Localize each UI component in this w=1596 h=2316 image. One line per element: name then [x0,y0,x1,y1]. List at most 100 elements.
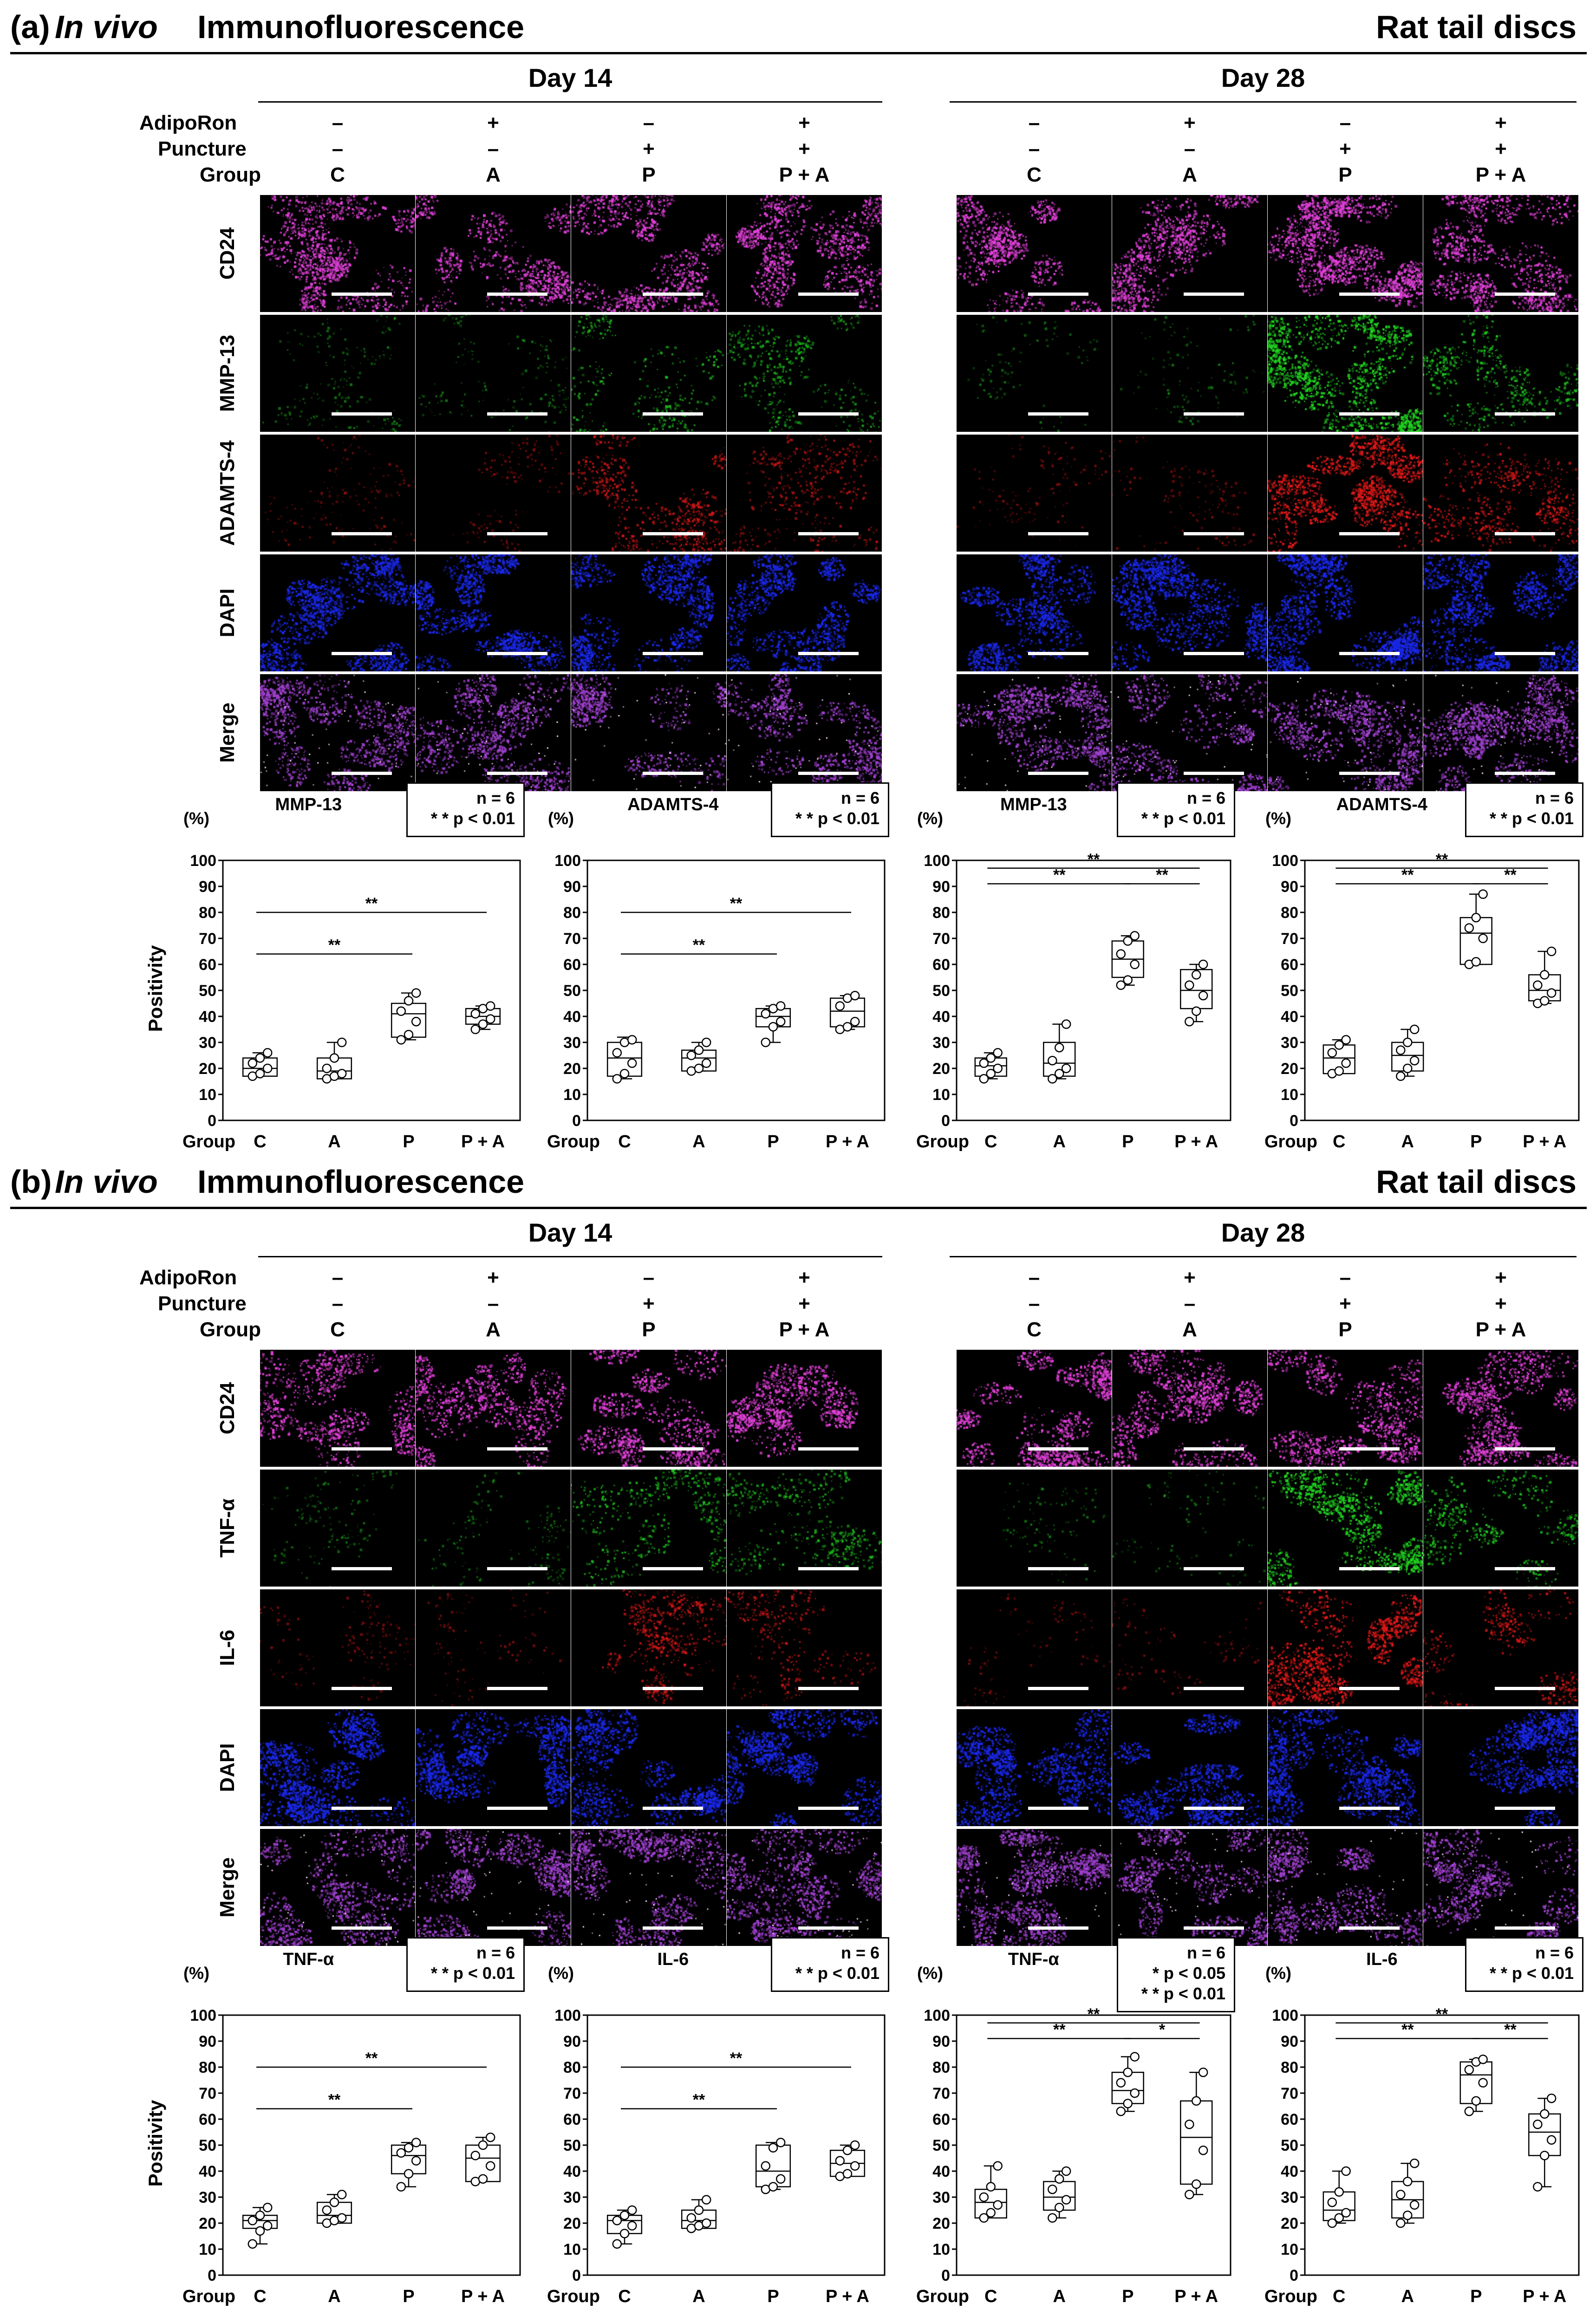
micrograph-dapi [727,1709,882,1826]
data-point [248,2239,258,2249]
stat-line: * * p < 0.01 [430,809,515,828]
significance-label: ** [328,937,341,954]
y-tick-label: 100 [1272,852,1298,870]
data-point [1123,936,1133,946]
y-tick-label: 0 [208,2267,216,2284]
scale-bar [798,1567,859,1570]
day-rule [950,101,1576,103]
group-label: A [1182,163,1197,186]
data-point [404,2169,414,2179]
micrograph-cd24 [1423,195,1578,312]
chart-title: ADAMTS-4 [1336,795,1427,814]
scale-bar [1028,1447,1088,1451]
micrograph-merge [1268,1829,1423,1946]
micrograph-merge [571,674,726,791]
micrograph-cd24 [727,1350,882,1467]
box-plot-svg: (%) MMP-13 0 10 20 30 40 50 60 70 80 90 100 Group C A P P… [182,795,521,1151]
scale-bar [1495,652,1555,655]
data-point [1478,2078,1488,2088]
y-tick-label: 60 [932,956,950,974]
day-label: Day 28 [1221,1218,1305,1247]
data-point [255,2210,265,2220]
scale-bar [487,293,547,296]
stat-line: n = 6 [840,788,879,807]
y-tick-label: 0 [572,2267,581,2284]
scale-bar [332,1687,392,1690]
micrograph-il-6 [1112,1589,1267,1706]
puncture-header: Puncture [158,137,247,160]
group-label: P [1338,163,1352,186]
significance-label: ** [1504,2021,1517,2038]
significance-label: ** [365,895,378,912]
scale-bar [487,532,547,535]
micrograph-cd24 [1112,1350,1267,1467]
y-axis-label: Positivity [144,945,166,1032]
adiporon-sign: + [487,111,499,134]
data-point [396,2182,406,2192]
scale-bar [332,772,392,775]
data-point [993,2161,1003,2171]
data-point [1540,2151,1550,2160]
data-point [1048,2184,1057,2194]
y-tick-label: 50 [563,2137,581,2154]
y-tick-label: 60 [199,2111,216,2128]
y-tick-label: 90 [199,878,216,896]
data-point [411,988,421,998]
group-label: C [1027,163,1042,186]
x-axis-label: Group [1264,2287,1317,2306]
significance-label: * [1159,2021,1166,2038]
scale-bar [332,412,392,416]
panel-label: (b) [10,1164,52,1200]
data-point [1341,2166,1351,2176]
y-tick-label: 60 [1281,956,1298,974]
data-point [1409,2158,1420,2168]
scale-bar [798,412,859,416]
scale-bar [1495,412,1555,416]
scale-bar [1184,293,1244,296]
box-plot-chart: (%) TNF-α 0 10 20 30 40 50 60 70 80 90 100 Group C A P P … [912,1946,1240,2309]
data-point [1403,1037,1413,1047]
y-unit-label: (%) [548,1964,574,1983]
data-point [396,1006,406,1016]
data-point [775,1001,786,1011]
micrograph-merge [1268,674,1423,791]
data-point [337,1037,347,1047]
stain-label: CD24 [216,227,239,280]
data-point [404,2143,414,2153]
data-point [262,2203,273,2212]
data-point [619,1068,630,1079]
scale-bar [798,532,859,535]
box-plot-chart: (%) IL-6 0 10 20 30 40 50 60 70 80 90 100 Group C A P P +… [1261,1946,1588,2309]
day-rule [258,1256,882,1257]
stat-line: * * p < 0.01 [1489,1964,1574,1983]
significance-label: ** [730,895,743,912]
micrograph-dapi [571,1709,726,1826]
data-point [329,2197,339,2207]
stat-line: n = 6 [1535,788,1574,807]
micrograph-dapi [260,554,415,671]
micrograph-mmp-13 [727,315,882,432]
stain-label: ADAMTS-4 [216,440,239,546]
data-point [694,1045,704,1055]
micrograph-cd24 [571,195,726,312]
significance-label: ** [328,2091,341,2109]
y-tick-label: 70 [1281,2085,1298,2102]
data-point [1403,2210,1413,2220]
micrograph-dapi [416,554,571,671]
scale-bar [332,1926,392,1930]
y-tick-label: 30 [199,1034,216,1052]
y-tick-label: 0 [1290,1112,1298,1130]
y-tick-label: 80 [563,904,581,922]
x-axis-label: Group [1264,1132,1317,1151]
data-point [1533,980,1543,990]
data-point [411,2156,421,2166]
data-point [835,1001,845,1011]
adiporon-sign: + [798,111,810,134]
y-tick-label: 20 [1281,1060,1298,1078]
title-rule [10,52,1587,54]
x-tick-label: A [1401,2287,1414,2306]
y-tick-label: 30 [199,2189,216,2206]
data-point [842,1022,853,1032]
adiporon-sign: – [1339,111,1351,134]
y-tick-label: 50 [1281,982,1298,1000]
